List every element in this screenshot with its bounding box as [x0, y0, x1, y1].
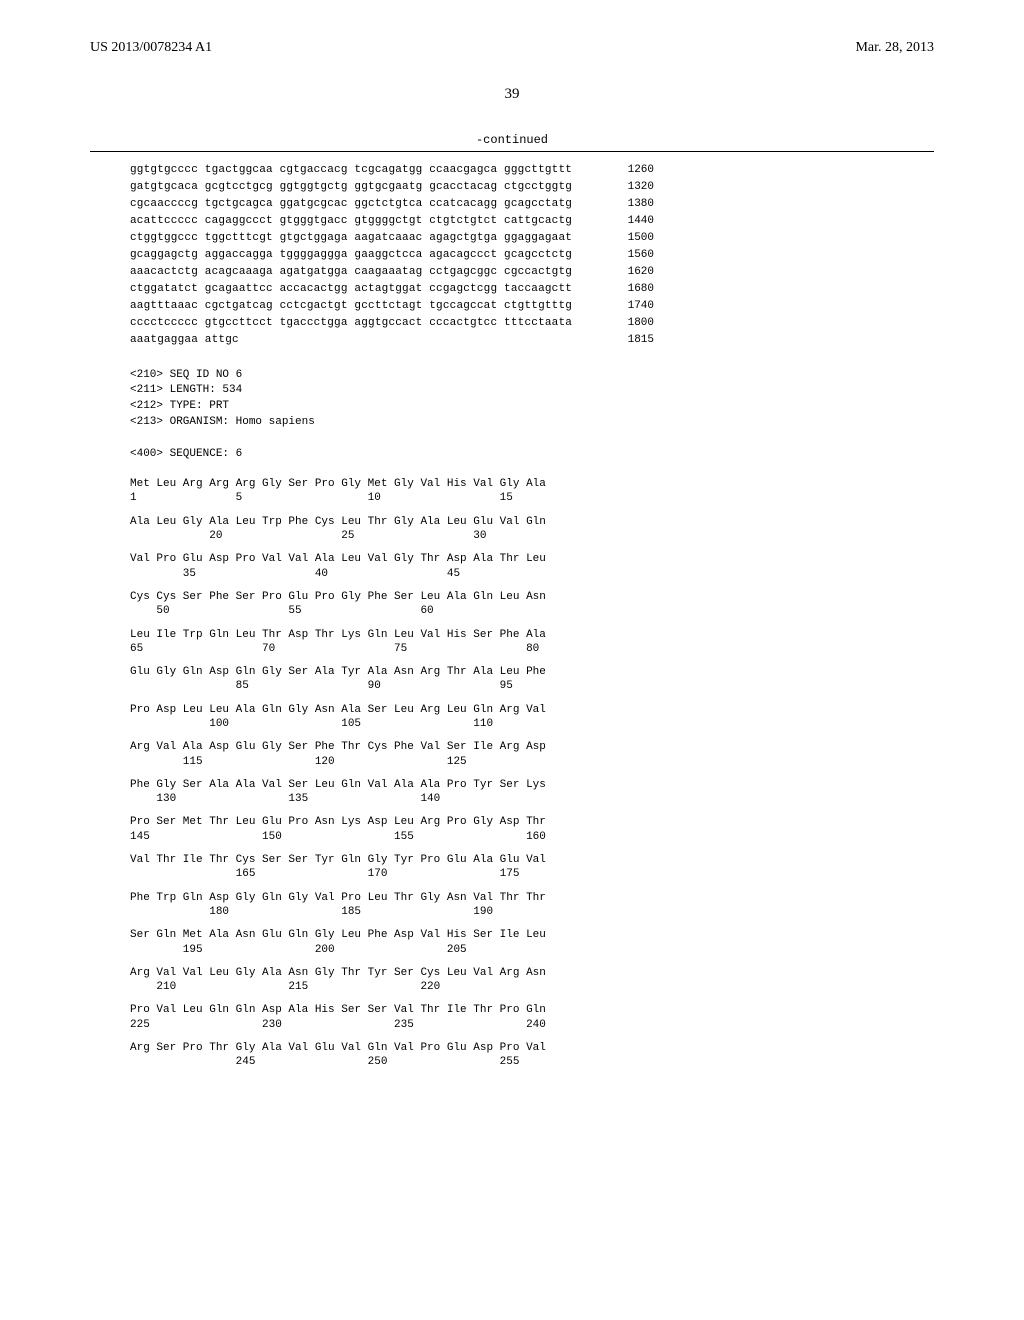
protein-row: Arg Ser Pro Thr Gly Ala Val Glu Val Gln … — [130, 1041, 934, 1070]
nucleotide-position: 1320 — [604, 179, 654, 196]
sequence-meta-block: <210> SEQ ID NO 6 <211> LENGTH: 534 <212… — [130, 368, 934, 464]
nucleotide-line: ctggtggccc tggctttcgt gtgctggaga aagatca… — [130, 230, 934, 247]
nucleotide-line: gcaggagctg aggaccagga tggggaggga gaaggct… — [130, 247, 934, 264]
protein-row: Pro Ser Met Thr Leu Glu Pro Asn Lys Asp … — [130, 815, 934, 844]
protein-row: Phe Gly Ser Ala Ala Val Ser Leu Gln Val … — [130, 778, 934, 807]
nucleotide-line: cgcaaccccg tgctgcagca ggatgcgcac ggctctg… — [130, 196, 934, 213]
horizontal-rule — [90, 151, 934, 152]
nucleotide-line: gatgtgcaca gcgtcctgcg ggtggtgctg ggtgcga… — [130, 179, 934, 196]
nucleotide-seq: cgcaaccccg tgctgcagca ggatgcgcac ggctctg… — [130, 196, 572, 213]
nucleotide-position: 1680 — [604, 281, 654, 298]
nucleotide-seq: gcaggagctg aggaccagga tggggaggga gaaggct… — [130, 247, 572, 264]
protein-row: Phe Trp Gln Asp Gly Gln Gly Val Pro Leu … — [130, 891, 934, 920]
protein-row: Glu Gly Gln Asp Gln Gly Ser Ala Tyr Ala … — [130, 665, 934, 694]
nucleotide-position: 1620 — [604, 264, 654, 281]
protein-sequence-block: Met Leu Arg Arg Arg Gly Ser Pro Gly Met … — [90, 477, 934, 1070]
continued-label: -continued — [90, 133, 934, 147]
protein-row: Pro Val Leu Gln Gln Asp Ala His Ser Ser … — [130, 1003, 934, 1032]
nucleotide-line: cccctccccc gtgccttcct tgaccctgga aggtgcc… — [130, 315, 934, 332]
nucleotide-position: 1500 — [604, 230, 654, 247]
protein-row: Arg Val Val Leu Gly Ala Asn Gly Thr Tyr … — [130, 966, 934, 995]
page-header: US 2013/0078234 A1 Mar. 28, 2013 — [90, 40, 934, 56]
nucleotide-line: aagtttaaac cgctgatcag cctcgactgt gccttct… — [130, 298, 934, 315]
protein-row: Leu Ile Trp Gln Leu Thr Asp Thr Lys Gln … — [130, 628, 934, 657]
nucleotide-seq: ggtgtgcccc tgactggcaa cgtgaccacg tcgcaga… — [130, 162, 572, 179]
nucleotide-seq: aaatgaggaa attgc — [130, 332, 239, 349]
protein-row: Cys Cys Ser Phe Ser Pro Glu Pro Gly Phe … — [130, 590, 934, 619]
protein-row: Met Leu Arg Arg Arg Gly Ser Pro Gly Met … — [130, 477, 934, 506]
nucleotide-seq: gatgtgcaca gcgtcctgcg ggtggtgctg ggtgcga… — [130, 179, 572, 196]
nucleotide-seq: ctggatatct gcagaattcc accacactgg actagtg… — [130, 281, 572, 298]
nucleotide-line: ggtgtgcccc tgactggcaa cgtgaccacg tcgcaga… — [130, 162, 934, 179]
protein-row: Ala Leu Gly Ala Leu Trp Phe Cys Leu Thr … — [130, 515, 934, 544]
page-number: 39 — [90, 86, 934, 103]
nucleotide-position: 1260 — [604, 162, 654, 179]
nucleotide-sequence-block: ggtgtgcccc tgactggcaa cgtgaccacg tcgcaga… — [130, 162, 934, 350]
nucleotide-line: aaacactctg acagcaaaga agatgatgga caagaaa… — [130, 264, 934, 281]
nucleotide-position: 1815 — [604, 332, 654, 349]
publication-number: US 2013/0078234 A1 — [90, 40, 212, 56]
nucleotide-line: aaatgaggaa attgc 1815 — [130, 332, 934, 349]
nucleotide-position: 1440 — [604, 213, 654, 230]
publication-date: Mar. 28, 2013 — [855, 40, 934, 56]
nucleotide-seq: aagtttaaac cgctgatcag cctcgactgt gccttct… — [130, 298, 572, 315]
protein-row: Val Thr Ile Thr Cys Ser Ser Tyr Gln Gly … — [130, 853, 934, 882]
nucleotide-line: acattccccc cagaggccct gtgggtgacc gtggggc… — [130, 213, 934, 230]
protein-row: Val Pro Glu Asp Pro Val Val Ala Leu Val … — [130, 552, 934, 581]
nucleotide-seq: ctggtggccc tggctttcgt gtgctggaga aagatca… — [130, 230, 572, 247]
protein-row: Pro Asp Leu Leu Ala Gln Gly Asn Ala Ser … — [130, 703, 934, 732]
nucleotide-seq: cccctccccc gtgccttcct tgaccctgga aggtgcc… — [130, 315, 572, 332]
patent-page: US 2013/0078234 A1 Mar. 28, 2013 39 -con… — [0, 0, 1024, 1320]
protein-row: Ser Gln Met Ala Asn Glu Gln Gly Leu Phe … — [130, 928, 934, 957]
nucleotide-position: 1380 — [604, 196, 654, 213]
nucleotide-seq: aaacactctg acagcaaaga agatgatgga caagaaa… — [130, 264, 572, 281]
nucleotide-position: 1560 — [604, 247, 654, 264]
nucleotide-line: ctggatatct gcagaattcc accacactgg actagtg… — [130, 281, 934, 298]
protein-row: Arg Val Ala Asp Glu Gly Ser Phe Thr Cys … — [130, 740, 934, 769]
nucleotide-seq: acattccccc cagaggccct gtgggtgacc gtggggc… — [130, 213, 572, 230]
nucleotide-position: 1740 — [604, 298, 654, 315]
nucleotide-position: 1800 — [604, 315, 654, 332]
